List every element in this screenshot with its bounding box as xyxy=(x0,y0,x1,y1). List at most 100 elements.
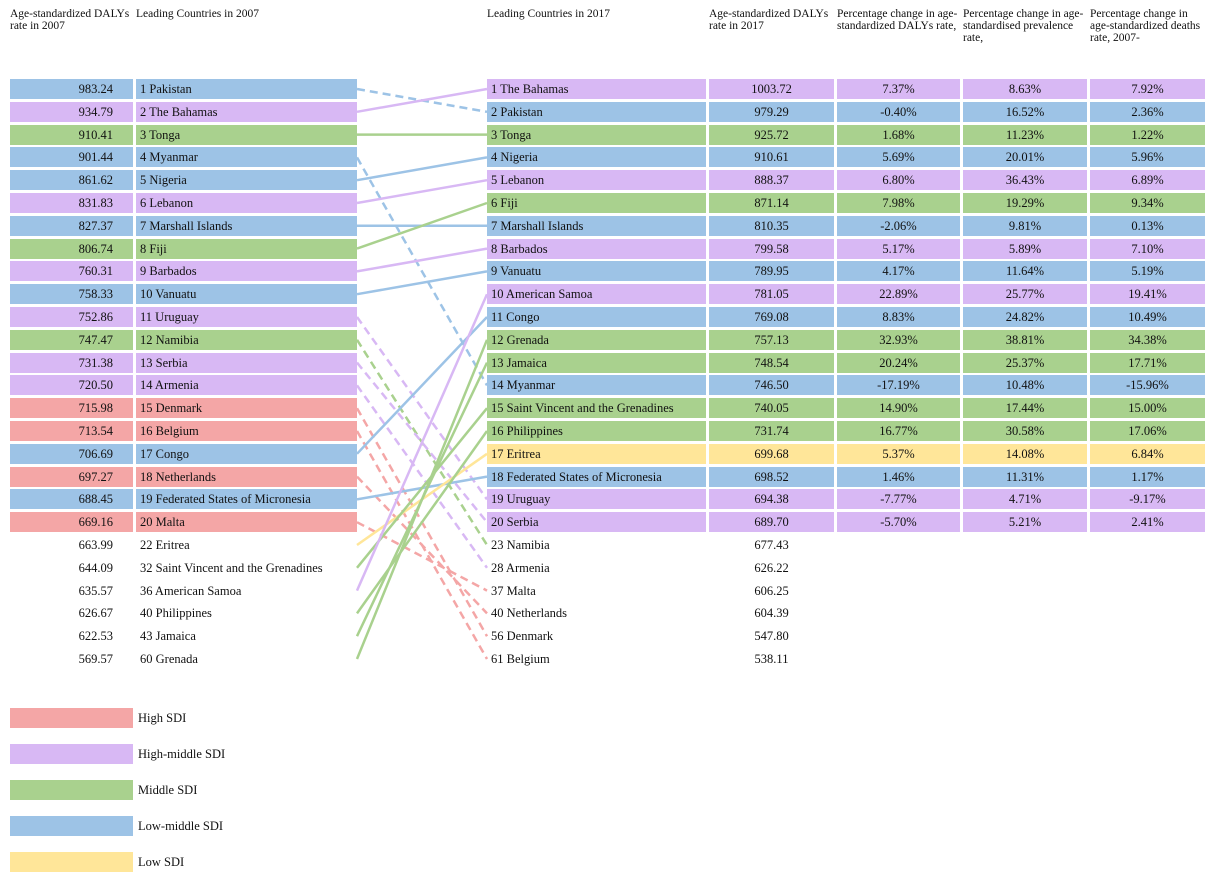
rate-2007: 983.24 xyxy=(10,79,133,99)
country-2017: 15 Saint Vincent and the Grenadines xyxy=(487,398,706,419)
prevalence-change: 24.82% xyxy=(963,307,1087,327)
prevalence-change: 8.63% xyxy=(963,79,1087,99)
daly-change: 14.90% xyxy=(837,398,960,419)
legend-label: High-middle SDI xyxy=(138,747,226,761)
rate-2007: 715.98 xyxy=(10,398,133,419)
rate-2017: 769.08 xyxy=(709,307,834,327)
daly-change: -0.40% xyxy=(837,101,960,122)
deaths-change: 2.36% xyxy=(1090,101,1205,122)
prevalence-change: 5.21% xyxy=(963,512,1087,533)
deaths-change: -15.96% xyxy=(1090,375,1205,396)
rate-2017: 626.22 xyxy=(754,560,789,575)
rate-2017: 871.14 xyxy=(709,193,834,213)
rank-link xyxy=(355,430,489,615)
country-2017: 11 Congo xyxy=(487,307,706,327)
daly-change: 5.37% xyxy=(837,443,960,464)
country-2007: 17 Congo xyxy=(136,443,357,464)
country-2007: 3 Tonga xyxy=(136,124,357,145)
rate-2017: 748.54 xyxy=(709,352,834,373)
rate-2007: 827.37 xyxy=(10,215,133,236)
daly-change: -5.70% xyxy=(837,512,960,533)
rate-2017: 1003.72 xyxy=(709,79,834,99)
prevalence-change: 17.44% xyxy=(963,398,1087,419)
rate-2007: 720.50 xyxy=(10,375,133,396)
country-2007: 20 Malta xyxy=(136,512,357,533)
rate-2007: 697.27 xyxy=(10,466,133,487)
daly-change: 22.89% xyxy=(837,284,960,305)
prevalence-change: 25.37% xyxy=(963,352,1087,373)
country-2017: 56 Denmark xyxy=(491,629,554,644)
country-2017: 14 Myanmar xyxy=(487,375,706,396)
rank-link xyxy=(356,270,488,296)
country-2007: 6 Lebanon xyxy=(136,193,357,213)
country-2007: 15 Denmark xyxy=(136,398,357,419)
country-2017: 37 Malta xyxy=(491,583,536,598)
country-2017: 13 Jamaica xyxy=(487,352,706,373)
rate-2017: 694.38 xyxy=(709,489,834,510)
rate-2007: 747.47 xyxy=(10,329,133,350)
country-2007: 22 Eritrea xyxy=(140,538,190,552)
deaths-change: 9.34% xyxy=(1090,193,1205,213)
rate-2017: 547.80 xyxy=(754,629,789,644)
country-2017: 8 Barbados xyxy=(487,238,706,259)
rate-2017: 699.68 xyxy=(709,443,834,464)
rate-2007: 635.57 xyxy=(78,583,113,598)
column-header: Leading Countries in 2017 xyxy=(487,8,610,20)
daly-change: 5.69% xyxy=(837,147,960,168)
rate-2017: 689.70 xyxy=(709,512,834,533)
prevalence-change: 5.89% xyxy=(963,238,1087,259)
country-2017: 4 Nigeria xyxy=(487,147,706,168)
deaths-change: 10.49% xyxy=(1090,307,1205,327)
prevalence-change: 9.81% xyxy=(963,215,1087,236)
rate-2017: 925.72 xyxy=(709,124,834,145)
prevalence-change: 38.81% xyxy=(963,329,1087,350)
country-2007: 40 Philippines xyxy=(140,606,212,621)
rate-2007: 910.41 xyxy=(10,124,133,145)
deaths-change: 5.19% xyxy=(1090,261,1205,282)
rate-2007: 758.33 xyxy=(10,284,133,305)
rate-2017: 746.50 xyxy=(709,375,834,396)
deaths-change: 7.10% xyxy=(1090,238,1205,259)
column-header: Percentage change in age-standardised pr… xyxy=(963,8,1084,44)
daly-change: 1.46% xyxy=(837,466,960,487)
rate-2017: 888.37 xyxy=(709,170,834,191)
country-2017: 18 Federated States of Micronesia xyxy=(487,466,706,487)
prevalence-change: 19.29% xyxy=(963,193,1087,213)
rate-2007: 569.57 xyxy=(78,652,113,666)
country-2017: 12 Grenada xyxy=(487,329,706,350)
daly-change: 7.98% xyxy=(837,193,960,213)
country-2017: 1 The Bahamas xyxy=(487,79,706,99)
daly-change: 6.80% xyxy=(837,170,960,191)
rate-2017: 538.11 xyxy=(754,652,789,666)
country-2017: 3 Tonga xyxy=(487,124,706,145)
country-2007: 16 Belgium xyxy=(136,421,357,441)
rate-2007: 663.99 xyxy=(78,538,113,552)
legend-label: Low-middle SDI xyxy=(138,819,224,833)
rank-link xyxy=(356,156,488,182)
daly-change: -17.19% xyxy=(837,375,960,396)
country-2017: 23 Namibia xyxy=(491,538,550,552)
daly-change: -7.77% xyxy=(837,489,960,510)
rank-link xyxy=(356,316,488,455)
deaths-change: 19.41% xyxy=(1090,284,1205,305)
deaths-change: 17.71% xyxy=(1090,352,1205,373)
country-2017: 20 Serbia xyxy=(487,512,706,533)
country-2017: 2 Pakistan xyxy=(487,101,706,122)
prevalence-change: 16.52% xyxy=(963,101,1087,122)
country-2007: 43 Jamaica xyxy=(140,629,196,644)
legend-swatch xyxy=(10,852,133,872)
country-2007: 10 Vanuatu xyxy=(136,284,357,305)
rank-link xyxy=(356,475,488,615)
country-2017: 61 Belgium xyxy=(491,652,550,666)
country-2007: 13 Serbia xyxy=(136,352,357,373)
daly-change: 20.24% xyxy=(837,352,960,373)
rate-2007: 622.53 xyxy=(78,629,113,644)
deaths-change: 17.06% xyxy=(1090,421,1205,441)
rank-link xyxy=(356,521,488,592)
rank-link xyxy=(356,201,488,250)
country-2017: 6 Fiji xyxy=(487,193,706,213)
prevalence-change: 14.08% xyxy=(963,443,1087,464)
country-2007: 2 The Bahamas xyxy=(136,101,357,122)
country-2017: 28 Armenia xyxy=(491,560,550,575)
